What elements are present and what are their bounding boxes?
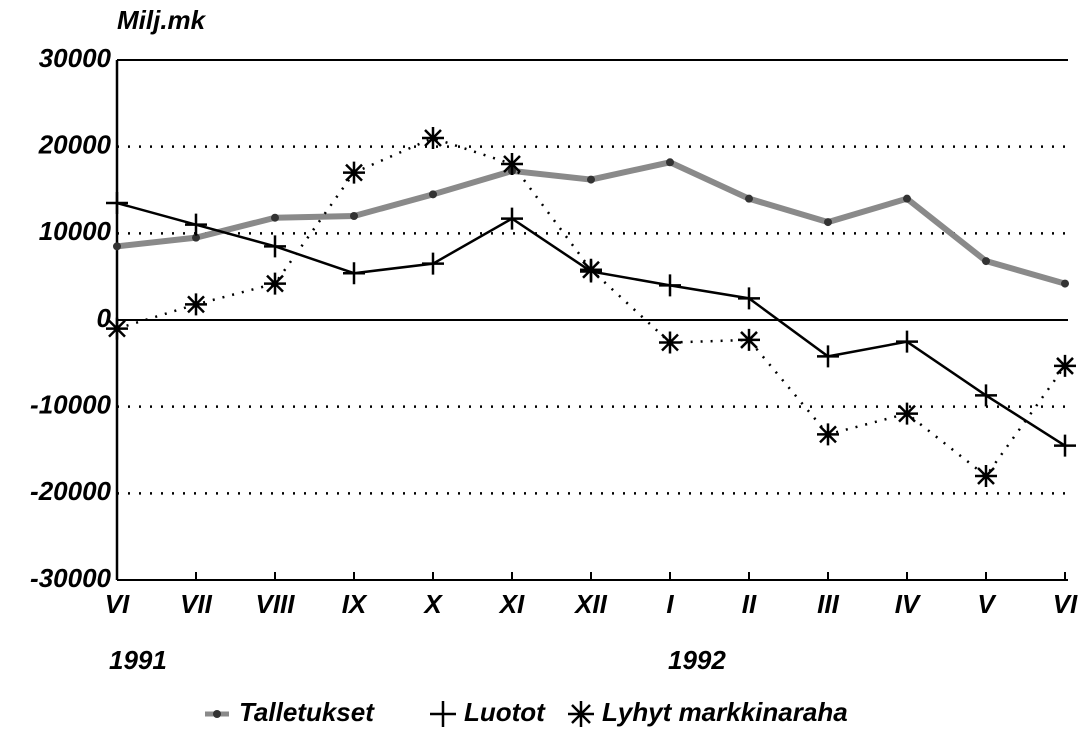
marker — [896, 330, 918, 353]
x-tick-label: XI — [498, 589, 525, 619]
marker — [343, 262, 365, 285]
marker — [817, 423, 839, 446]
y-tick-label: 20000 — [38, 130, 112, 160]
x-tick-label: I — [666, 589, 674, 619]
marker — [738, 287, 760, 310]
series-line — [116, 136, 1067, 478]
marker — [343, 161, 365, 184]
marker — [113, 242, 121, 251]
marker — [982, 257, 990, 266]
x-tick-label: V — [977, 589, 997, 619]
marker — [903, 194, 911, 203]
marker — [501, 153, 523, 175]
legend-swatch — [213, 710, 221, 718]
marker — [264, 235, 286, 258]
legend-swatch — [568, 701, 594, 727]
x-tick-label: II — [742, 589, 757, 619]
x-tick-label: III — [817, 589, 839, 619]
marker — [745, 194, 753, 203]
marker — [106, 192, 128, 214]
y-tick-label: 30000 — [39, 43, 112, 73]
marker — [1054, 434, 1076, 457]
marker — [429, 190, 437, 199]
x-tick-label: IX — [342, 589, 368, 619]
marker — [666, 158, 674, 167]
legend-label: Talletukset — [239, 697, 375, 727]
marker — [1054, 354, 1076, 377]
marker — [501, 207, 523, 230]
legend-swatch — [430, 701, 456, 727]
x-tick-label: IV — [895, 589, 922, 619]
marker — [185, 213, 207, 236]
marker — [896, 402, 918, 425]
y-tick-label: 10000 — [39, 216, 112, 246]
y-tick-label: -20000 — [30, 476, 111, 506]
marker — [580, 258, 602, 281]
x-tick-label: VIII — [255, 589, 295, 619]
marker — [264, 272, 286, 295]
x-tick-label: VII — [180, 589, 213, 619]
legend-label: Lyhyt markkinaraha — [602, 697, 848, 727]
y-tick-label: -10000 — [30, 390, 111, 420]
marker — [192, 233, 200, 242]
marker — [271, 213, 279, 222]
marker — [1061, 279, 1069, 288]
marker — [106, 317, 128, 340]
marker — [185, 293, 207, 316]
marker — [350, 212, 358, 220]
marker — [659, 274, 681, 297]
marker — [975, 384, 997, 407]
marker — [659, 331, 681, 354]
marker — [824, 218, 832, 227]
year-label: 1991 — [109, 645, 167, 675]
x-tick-label: VI — [1053, 589, 1078, 619]
marker — [738, 328, 760, 351]
marker — [587, 175, 595, 184]
y-tick-label: -30000 — [30, 563, 111, 593]
marker — [975, 465, 997, 487]
y-tick-label: 0 — [97, 303, 112, 333]
x-tick-label: X — [422, 589, 443, 619]
y-axis-label: Milj.mk — [117, 5, 207, 35]
x-tick-label: XII — [573, 589, 608, 619]
marker — [422, 127, 444, 149]
series-line — [116, 201, 1066, 447]
marker — [422, 252, 444, 275]
legend-label: Luotot — [464, 697, 546, 727]
marker — [817, 345, 839, 368]
year-label: 1992 — [668, 645, 726, 675]
x-tick-label: VI — [105, 589, 130, 619]
